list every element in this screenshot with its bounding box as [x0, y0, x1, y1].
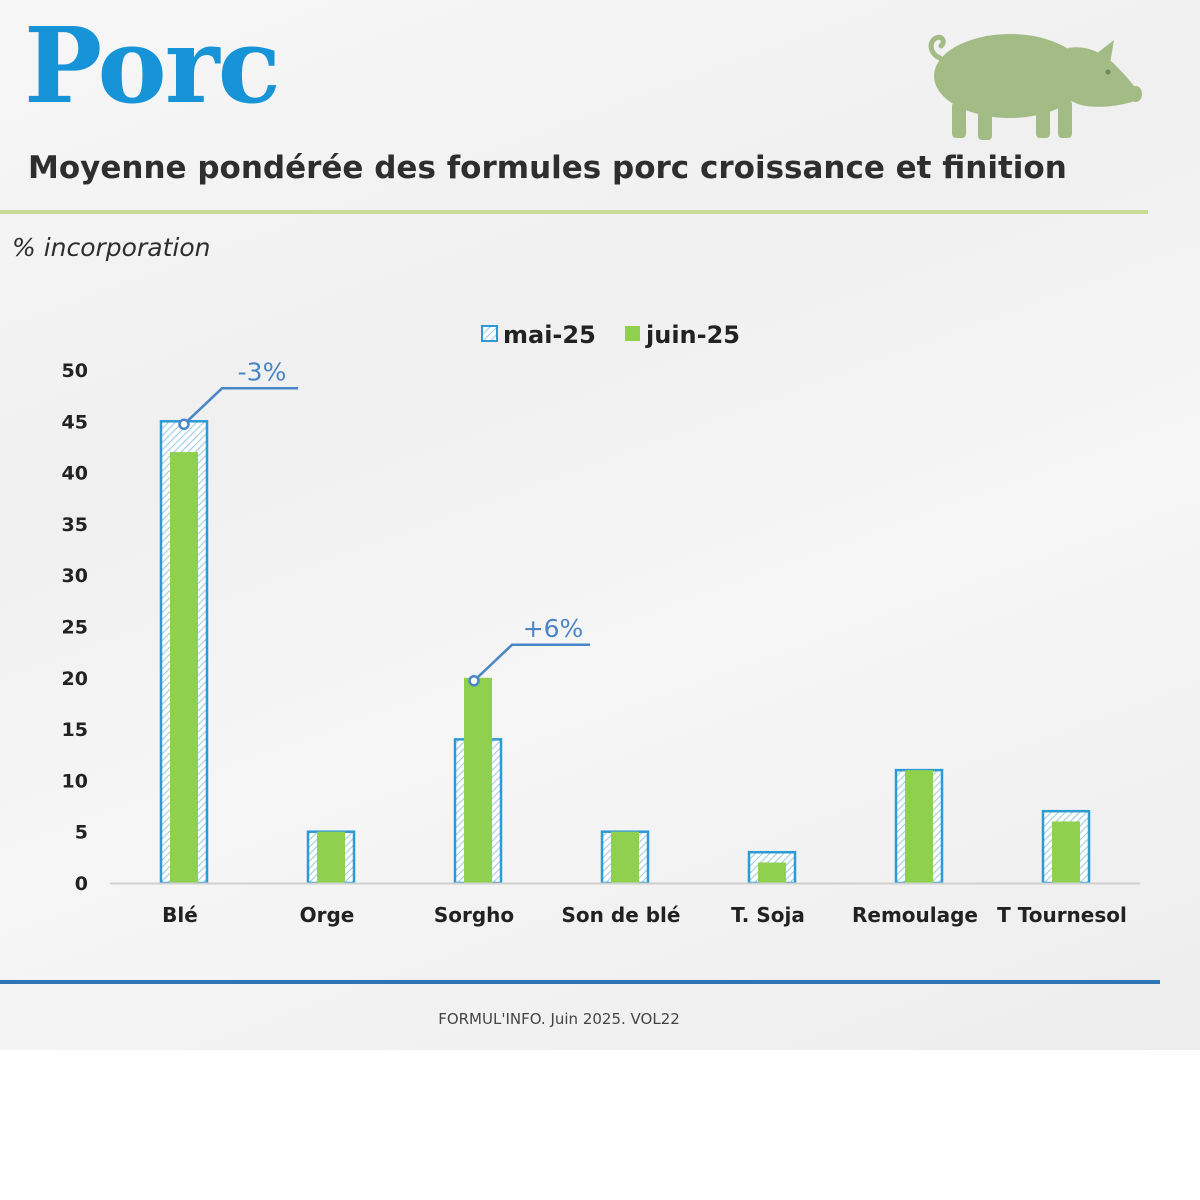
x-category-label: Son de blé: [562, 903, 681, 927]
callout-leader-line: [183, 387, 298, 426]
y-tick-label: 20: [62, 668, 88, 690]
pig-icon: [928, 34, 1142, 140]
x-category-label: T Tournesol: [997, 903, 1127, 927]
bar-juin-25: [1052, 821, 1080, 883]
title-divider: [0, 210, 1148, 214]
page-subtitle: Moyenne pondérée des formules porc crois…: [28, 150, 1067, 186]
y-axis: 0 5 10 15 20 25 30 35 40 45 50: [62, 360, 88, 895]
x-category-label: T. Soja: [731, 903, 805, 927]
y-tick-label: 40: [62, 463, 88, 485]
bar-juin-25: [611, 831, 639, 883]
callout-label: -3%: [238, 357, 287, 386]
bar-juin-25: [758, 862, 786, 883]
footer-divider: [0, 980, 1160, 984]
bar-chart: mai-25 juin-25 0 5 10 15 20 25 30 35 40 45 50 Blé Or…: [62, 321, 1140, 927]
legend-label-juin-25: juin-25: [645, 321, 740, 349]
y-tick-label: 35: [62, 514, 88, 536]
bar-juin-25: [317, 831, 345, 883]
y-tick-label: 15: [62, 719, 88, 741]
x-category-label: Sorgho: [434, 903, 514, 927]
bar-juin-25: [170, 452, 198, 883]
y-tick-label: 10: [62, 770, 88, 792]
callout-group: -3% +6%: [178, 357, 590, 687]
legend-swatch-juin-25: [625, 326, 640, 341]
callout-marker: [178, 418, 190, 431]
y-tick-label: 45: [62, 411, 88, 433]
y-tick-label: 5: [75, 822, 88, 844]
callout-marker: [468, 675, 480, 687]
y-tick-label: 50: [62, 360, 88, 382]
bar-group: [159, 420, 1091, 885]
footer-text: FORMUL'INFO. Juin 2025. VOL22: [438, 1010, 680, 1028]
x-category-label: Orge: [300, 903, 355, 927]
legend-label-mai-25: mai-25: [503, 321, 596, 349]
x-axis: Blé Orge Sorgho Son de blé T. Soja Remoulage T…: [110, 882, 1140, 927]
callout-label: +6%: [523, 614, 584, 643]
bar-juin-25: [464, 677, 492, 883]
x-category-label: Blé: [162, 903, 198, 927]
page-title: Porc: [24, 4, 281, 127]
bar-juin-25: [905, 770, 933, 883]
y-tick-label: 30: [62, 565, 88, 587]
legend-swatch-mai-25: [481, 325, 498, 342]
y-tick-label: 25: [62, 617, 88, 639]
callout-leader-line: [473, 643, 590, 682]
x-category-label: Remoulage: [852, 903, 978, 927]
axis-unit-label: % incorporation: [12, 233, 211, 262]
y-tick-label: 0: [75, 873, 88, 895]
chart-legend: mai-25 juin-25: [481, 321, 740, 349]
